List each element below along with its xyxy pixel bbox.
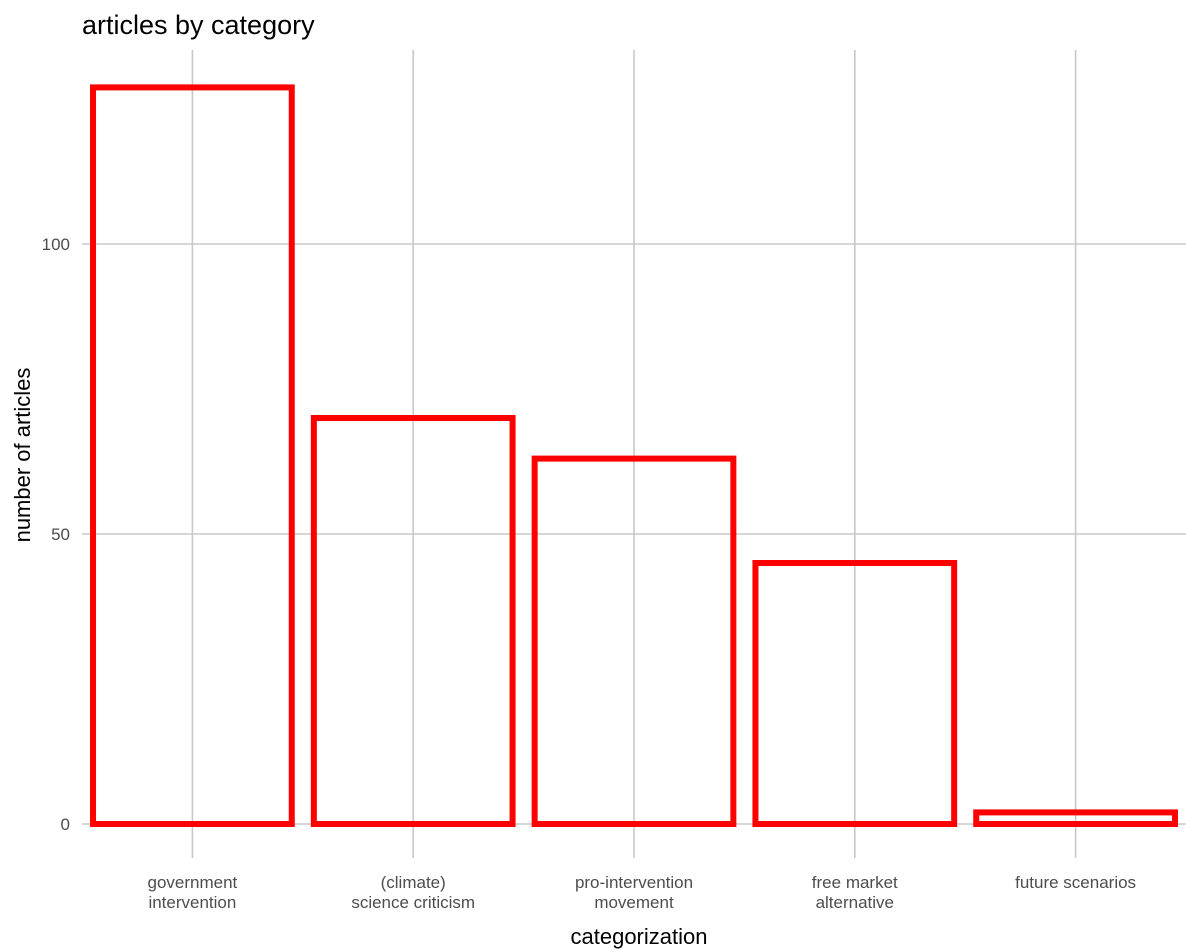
- x-tick-label: free market: [812, 873, 898, 892]
- x-tick-label: government: [148, 873, 238, 892]
- bar: [973, 809, 1178, 828]
- x-tick-label: intervention: [148, 893, 236, 912]
- bar: [531, 455, 737, 827]
- bar: [310, 415, 516, 827]
- x-tick-label: pro-intervention: [575, 873, 693, 892]
- y-tick-label: 100: [42, 235, 70, 254]
- gridlines: [82, 50, 1186, 858]
- x-tick-label: movement: [594, 893, 674, 912]
- y-axis-title: number of articles: [10, 368, 35, 543]
- y-axis-ticks: 0 50 100: [42, 235, 70, 834]
- y-tick-label: 50: [51, 525, 70, 544]
- x-axis-title: categorization: [571, 924, 708, 949]
- bars: [90, 84, 1178, 828]
- x-tick-label: science criticism: [351, 893, 475, 912]
- x-tick-label: (climate): [381, 873, 446, 892]
- bar: [752, 560, 958, 827]
- y-tick-label: 0: [61, 815, 70, 834]
- bar: [90, 84, 295, 827]
- chart-title: articles by category: [82, 10, 315, 40]
- x-tick-label: alternative: [816, 893, 894, 912]
- x-tick-label: future scenarios: [1015, 873, 1136, 892]
